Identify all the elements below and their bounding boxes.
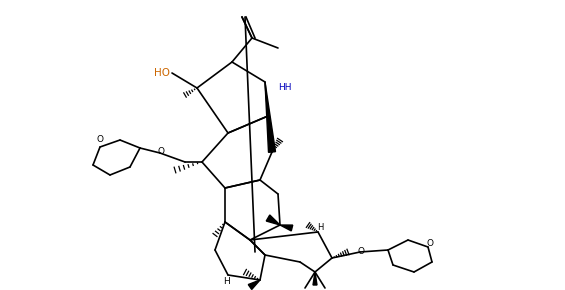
Text: H: H xyxy=(317,224,323,233)
Polygon shape xyxy=(313,272,317,285)
Text: O: O xyxy=(358,246,364,255)
Text: HO: HO xyxy=(154,68,170,78)
Polygon shape xyxy=(266,215,280,225)
Polygon shape xyxy=(265,82,276,152)
Text: H: H xyxy=(223,278,229,287)
Text: HH: HH xyxy=(278,84,292,93)
Text: O: O xyxy=(158,146,164,155)
Text: O: O xyxy=(97,135,103,144)
Polygon shape xyxy=(280,225,293,231)
Text: O: O xyxy=(427,238,433,247)
Polygon shape xyxy=(248,280,260,289)
